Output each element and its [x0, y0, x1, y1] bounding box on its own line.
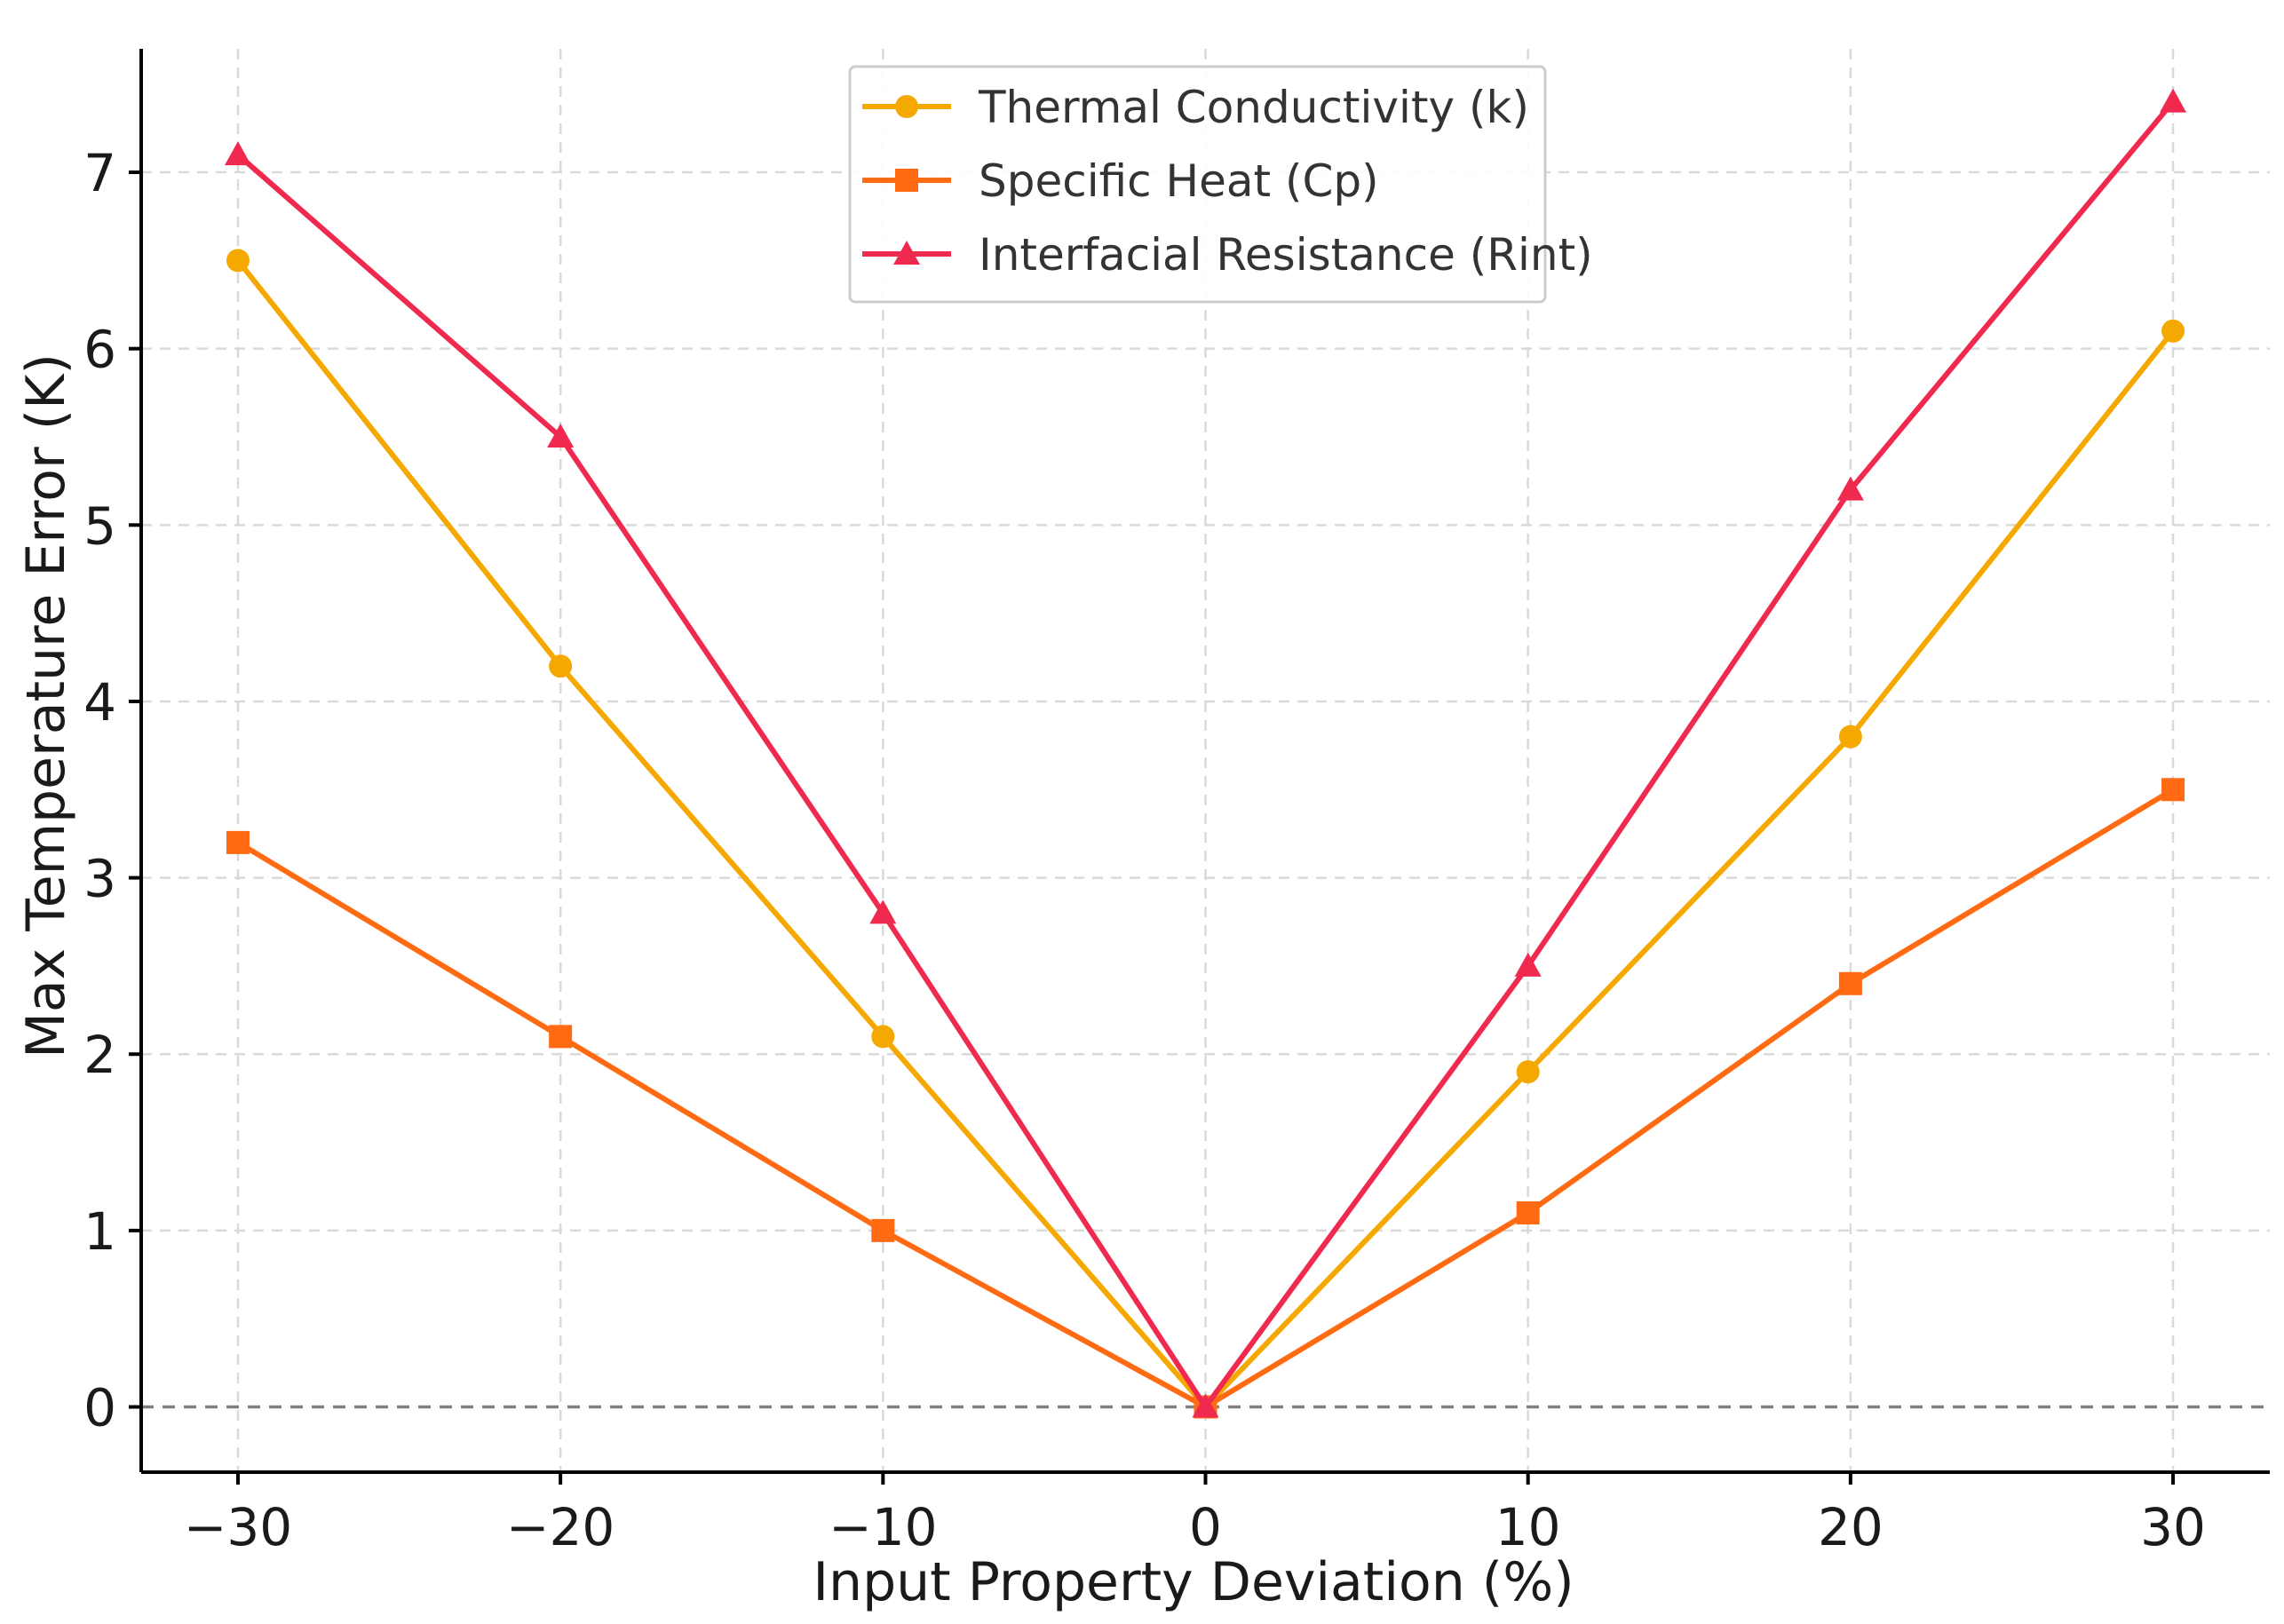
y-axis-label: Max Temperature Error (K)	[15, 353, 77, 1058]
x-tick-label: 0	[1189, 1497, 1222, 1557]
data-point-thermal-conductivity	[1838, 725, 1862, 749]
legend-marker-interfacial-resistance	[893, 241, 920, 265]
y-tick-label: 3	[83, 849, 116, 909]
data-point-specific-heat	[226, 830, 250, 854]
y-tick-label: 7	[83, 143, 116, 203]
data-point-interfacial-resistance	[224, 141, 251, 166]
y-tick-label: 5	[83, 495, 116, 556]
x-tick-label: −10	[829, 1497, 937, 1557]
data-point-specific-heat	[1838, 971, 1862, 995]
legend-item-thermal-conductivity: Thermal Conductivity (k)	[862, 82, 1529, 133]
data-point-thermal-conductivity	[2161, 319, 2185, 343]
data-point-thermal-conductivity	[549, 654, 573, 678]
data-point-interfacial-resistance	[2160, 88, 2187, 113]
data-point-interfacial-resistance	[1836, 476, 1864, 501]
x-tick-label: 20	[1818, 1497, 1884, 1557]
legend-marker-thermal-conductivity	[895, 95, 918, 118]
y-tick-label: 6	[83, 320, 116, 380]
series-group	[224, 88, 2187, 1419]
data-point-thermal-conductivity	[226, 249, 250, 273]
x-tick-label: −30	[184, 1497, 292, 1557]
y-tick-label: 2	[83, 1025, 116, 1085]
legend-marker-shape-thermal-conductivity	[895, 95, 918, 118]
data-point-thermal-conductivity	[871, 1025, 895, 1049]
data-point-specific-heat	[871, 1218, 895, 1242]
legend-marker-shape-interfacial-resistance	[893, 241, 920, 265]
legend-item-interfacial-resistance: Interfacial Resistance (Rint)	[862, 229, 1593, 281]
legend-label-interfacial-resistance: Interfacial Resistance (Rint)	[979, 229, 1593, 281]
x-axis-label: Input Property Deviation (%)	[813, 1551, 1574, 1613]
legend-marker-specific-heat	[895, 169, 918, 192]
grid	[141, 49, 2270, 1472]
legend-marker-shape-specific-heat	[895, 169, 918, 192]
data-point-interfacial-resistance	[1192, 1393, 1219, 1418]
legend-frame	[848, 65, 1547, 304]
axes	[129, 49, 2270, 1485]
x-tick-label: 10	[1495, 1497, 1561, 1557]
data-point-interfacial-resistance	[1514, 952, 1542, 977]
legend: Thermal Conductivity (k) Specific Heat (…	[848, 65, 1593, 304]
legend-label-specific-heat: Specific Heat (Cp)	[979, 155, 1379, 207]
data-point-interfacial-resistance	[547, 424, 575, 448]
tick-labels: −30 −20 −10 0 10 20 30 0 1 2 3 4 5 6 7	[83, 143, 2206, 1557]
data-point-specific-heat	[549, 1025, 573, 1049]
data-point-thermal-conductivity	[1516, 1060, 1540, 1084]
legend-label-thermal-conductivity: Thermal Conductivity (k)	[978, 82, 1529, 133]
x-tick-label: −20	[506, 1497, 615, 1557]
legend-item-specific-heat: Specific Heat (Cp)	[862, 155, 1379, 207]
data-point-interfacial-resistance	[869, 899, 897, 924]
y-tick-label: 4	[83, 672, 116, 733]
y-tick-label: 0	[83, 1378, 116, 1438]
x-tick-label: 30	[2140, 1497, 2206, 1557]
data-point-specific-heat	[2161, 778, 2185, 802]
data-point-specific-heat	[1516, 1201, 1540, 1225]
y-tick-label: 1	[83, 1201, 116, 1262]
series-interfacial-resistance	[224, 88, 2187, 1418]
